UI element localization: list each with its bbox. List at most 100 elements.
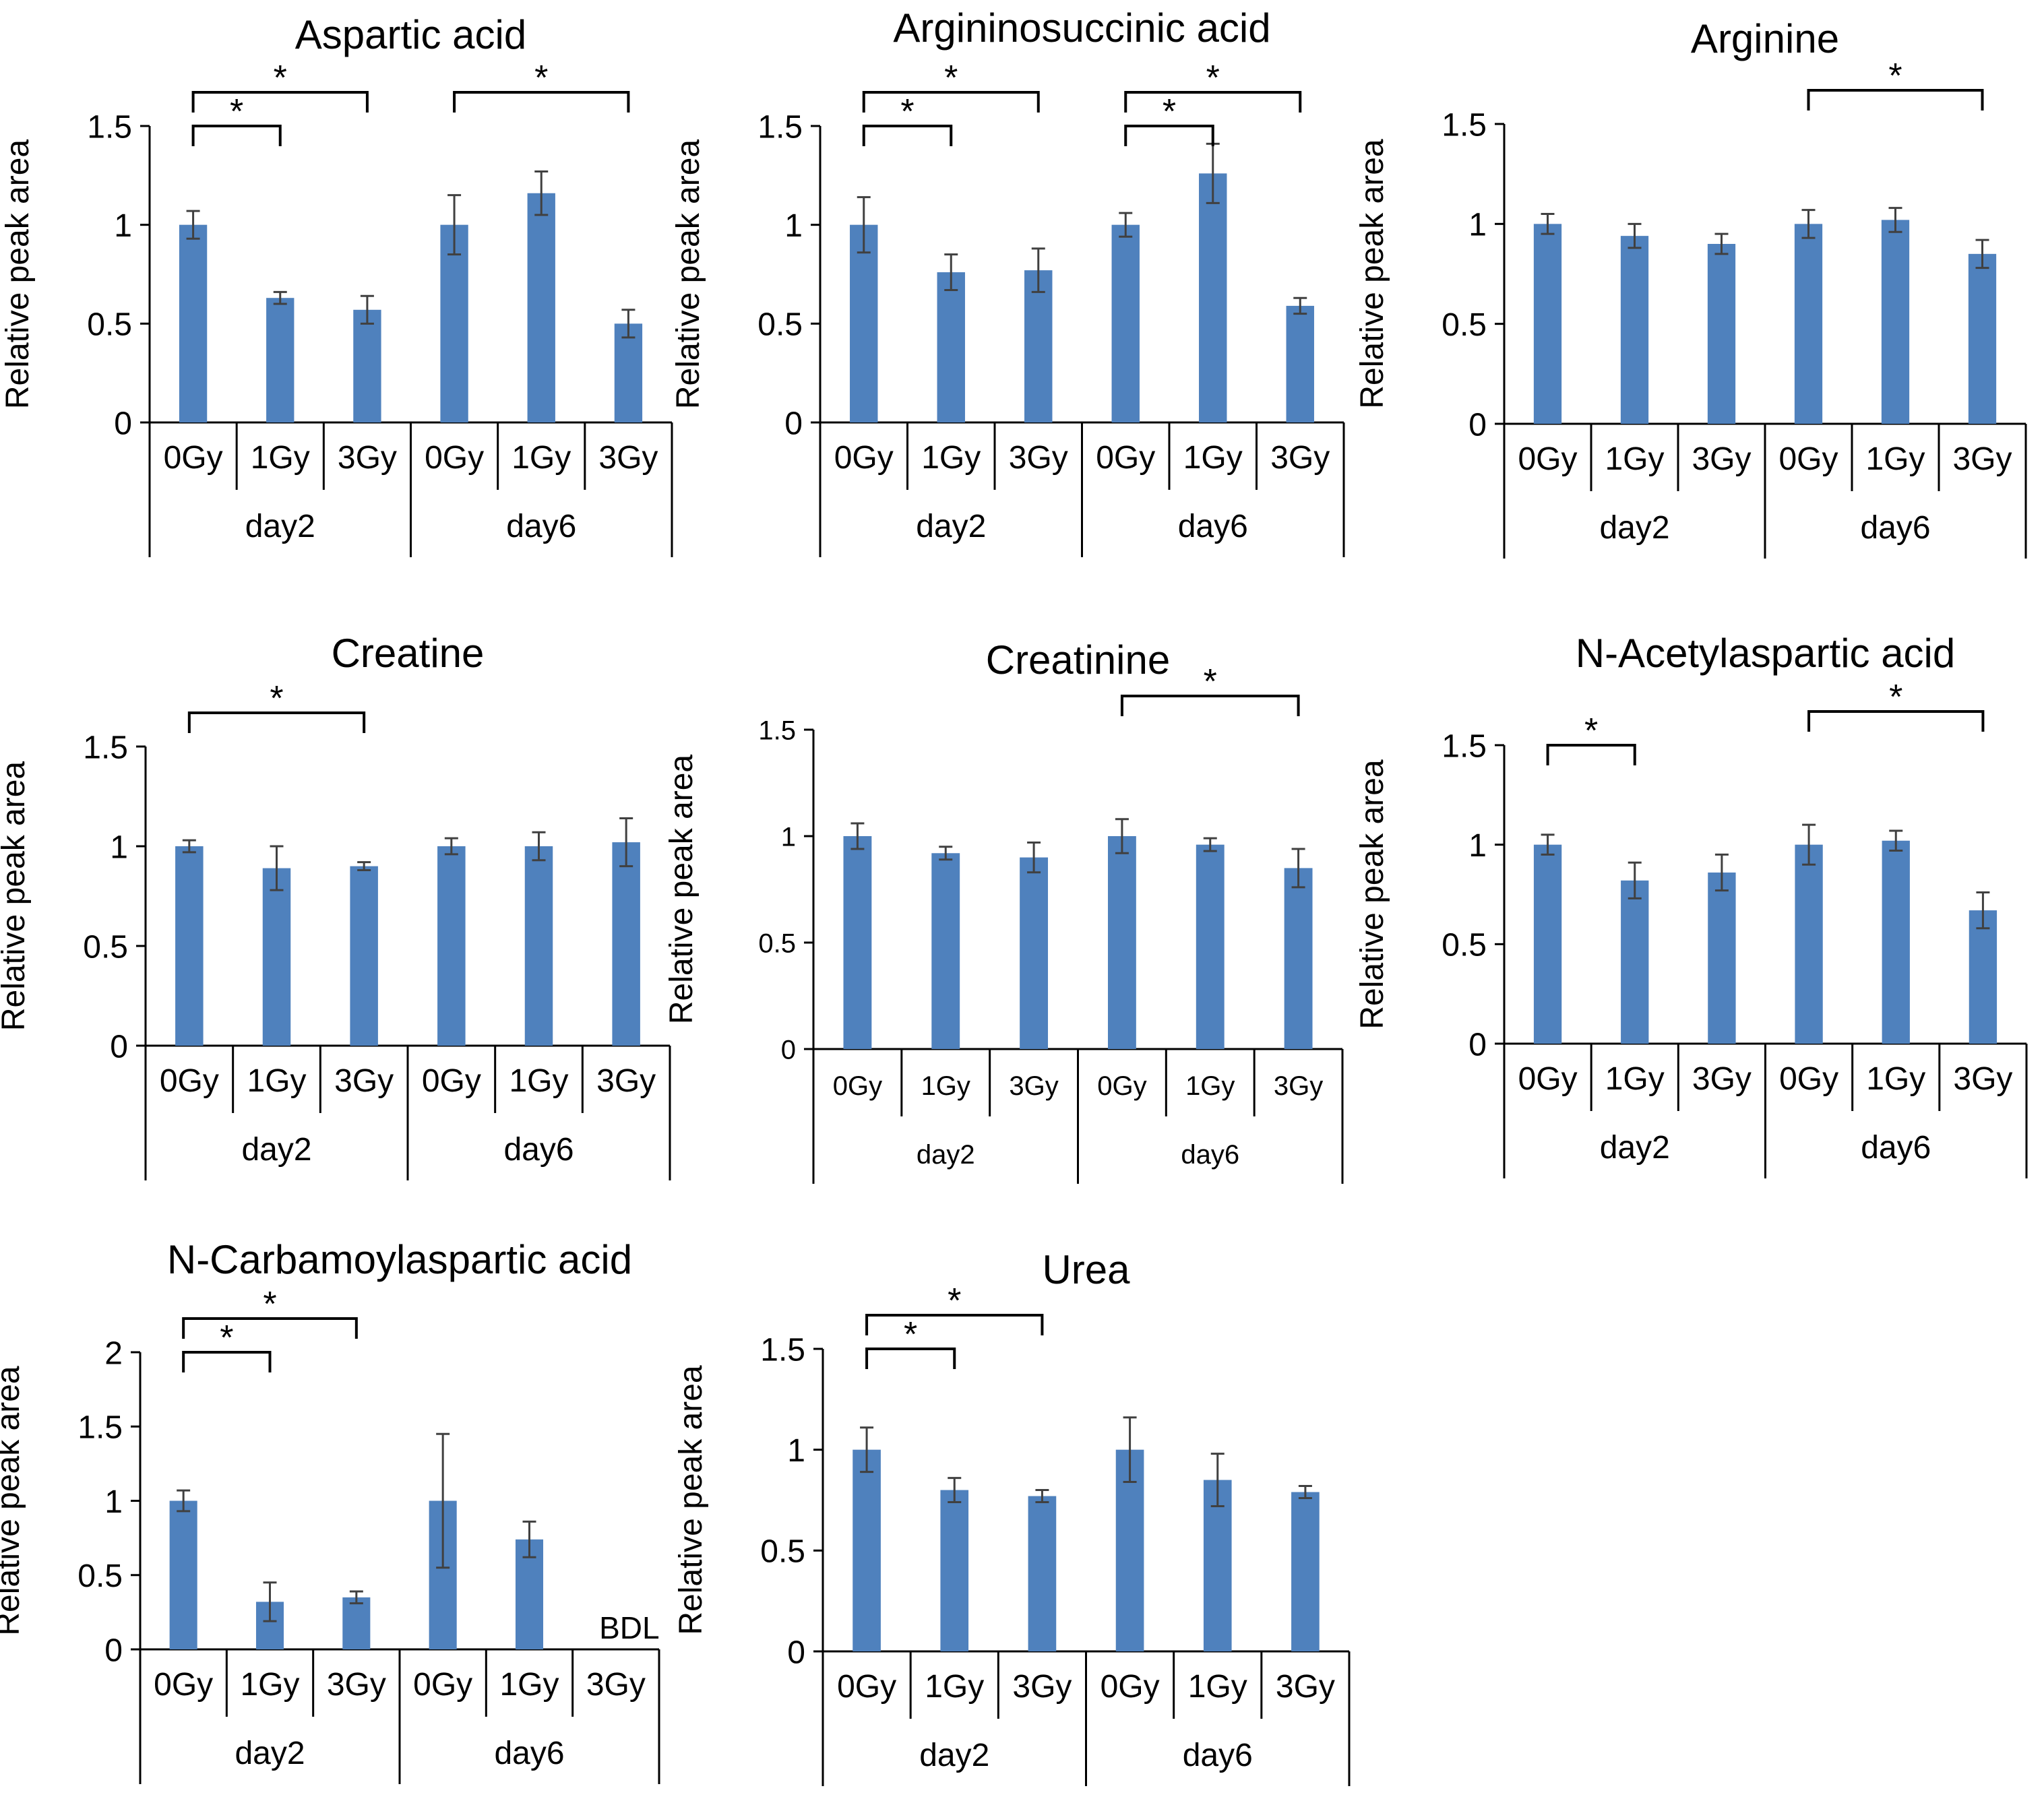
chart-panel-2: Argininosuccinic acid Relative peak area 0… xyxy=(671,5,1345,557)
significance-bracket xyxy=(862,125,953,146)
y-tick-label: 1 xyxy=(1468,208,1487,243)
significance-bracket xyxy=(191,125,282,146)
bar xyxy=(850,224,878,422)
significance-label: * xyxy=(1163,92,1176,131)
x-tick-label: 1Gy xyxy=(1185,1071,1235,1101)
significance-bracket xyxy=(862,91,1040,113)
x-tick-label: 0Gy xyxy=(837,1669,896,1705)
x-tick-label: 0Gy xyxy=(425,440,484,476)
group-label: day2 xyxy=(241,1132,311,1168)
annotation-label: BDL xyxy=(599,1610,659,1645)
y-tick-label: 1 xyxy=(787,1433,805,1469)
significance-bracket xyxy=(182,1317,358,1339)
group-label: day6 xyxy=(1861,1130,1931,1166)
x-tick-label: 3Gy xyxy=(1274,1071,1323,1101)
bar xyxy=(853,1449,881,1651)
y-tick-label: 1 xyxy=(104,1484,123,1520)
bar xyxy=(937,272,965,422)
x-tick-label: 3Gy xyxy=(1009,1071,1058,1101)
significance-bracket xyxy=(1807,710,1985,732)
x-tick-label: 3Gy xyxy=(1012,1669,1072,1705)
x-tick-label: 1Gy xyxy=(1865,441,1925,477)
x-tick-label: 3Gy xyxy=(1009,440,1068,476)
significance-bracket xyxy=(865,1314,1044,1335)
group-label: day2 xyxy=(235,1736,305,1771)
y-axis-label: Relative peak area xyxy=(1355,139,1390,409)
bar xyxy=(262,868,291,1046)
y-axis-label: Relative peak area xyxy=(0,1366,26,1636)
x-tick-label: 1Gy xyxy=(512,440,571,476)
y-tick-label: 1 xyxy=(114,208,132,244)
significance-bracket xyxy=(865,1348,956,1369)
x-tick-label: 0Gy xyxy=(413,1667,472,1703)
significance-label: * xyxy=(230,92,243,131)
significance-bracket xyxy=(182,1351,272,1372)
x-tick-label: 0Gy xyxy=(834,440,894,476)
bar xyxy=(527,193,555,422)
y-tick-label: 0 xyxy=(787,1635,805,1670)
bar xyxy=(1199,173,1227,422)
x-tick-label: 0Gy xyxy=(160,1063,219,1099)
bar xyxy=(1794,224,1823,424)
chart-title: Creatinine xyxy=(986,637,1171,683)
x-tick-label: 0Gy xyxy=(154,1667,213,1703)
bar xyxy=(1969,910,1997,1044)
x-tick-label: 1Gy xyxy=(1605,441,1664,477)
bar xyxy=(1284,868,1313,1049)
bar xyxy=(1708,873,1736,1044)
x-tick-label: 1Gy xyxy=(1866,1061,1925,1097)
chart-panel-4: Creatine Relative peak area 0 0.5 1 1.5 0Gy 1Gy… xyxy=(0,631,671,1180)
y-tick-label: 1.5 xyxy=(1442,728,1487,764)
x-tick-label: 3Gy xyxy=(1953,1061,2012,1097)
bar xyxy=(175,846,204,1046)
y-axis-label: Relative peak area xyxy=(0,761,32,1032)
chart-title: Creatine xyxy=(332,631,485,676)
significance-label: * xyxy=(904,1315,917,1354)
x-tick-label: 3Gy xyxy=(1952,441,2012,477)
significance-label: * xyxy=(944,59,958,98)
significance-label: * xyxy=(274,59,287,98)
x-tick-label: 0Gy xyxy=(1778,441,1838,477)
x-tick-label: 3Gy xyxy=(338,440,397,476)
x-tick-label: 1Gy xyxy=(921,1071,970,1101)
bar xyxy=(353,309,381,422)
x-tick-label: 0Gy xyxy=(422,1063,481,1099)
x-tick-label: 1Gy xyxy=(240,1667,299,1703)
y-tick-label: 0.5 xyxy=(78,1558,123,1594)
y-tick-label: 2 xyxy=(104,1335,123,1371)
significance-label: * xyxy=(1584,711,1598,751)
significance-bracket xyxy=(1546,744,1636,765)
y-tick-label: 1 xyxy=(1468,828,1487,864)
y-tick-label: 0.5 xyxy=(1442,928,1487,963)
chart-title: N-Carbamoylaspartic acid xyxy=(167,1237,632,1282)
bar xyxy=(940,1490,969,1651)
y-tick-label: 1.5 xyxy=(83,730,128,765)
chart-panel-6: N-Acetylaspartic acid Relative peak area 0… xyxy=(1355,631,2028,1178)
y-tick-label: 0 xyxy=(110,1029,128,1065)
significance-label: * xyxy=(948,1281,961,1321)
bar xyxy=(1620,236,1649,424)
bar xyxy=(1286,305,1314,422)
chart-panel-3: Arginine Relative peak area 0 0.5 1 1.5 0Gy 1Gy… xyxy=(1355,16,2027,559)
significance-bracket xyxy=(191,91,369,113)
bar xyxy=(1107,836,1136,1049)
bar xyxy=(179,224,208,422)
y-axis-label: Relative peak area xyxy=(0,139,36,410)
group-label: day6 xyxy=(1178,509,1248,544)
group-label: day2 xyxy=(919,1738,989,1773)
group-label: day6 xyxy=(503,1132,574,1168)
x-tick-label: 0Gy xyxy=(1097,1071,1146,1101)
x-tick-label: 3Gy xyxy=(1270,440,1330,476)
x-tick-label: 3Gy xyxy=(1276,1669,1335,1705)
significance-label: * xyxy=(1206,59,1220,98)
x-tick-label: 3Gy xyxy=(586,1667,646,1703)
significance-bracket xyxy=(187,711,366,733)
x-tick-label: 3Gy xyxy=(598,440,658,476)
y-axis-label: Relative peak area xyxy=(671,139,706,410)
group-label: day2 xyxy=(916,509,986,544)
bar xyxy=(1882,840,1910,1044)
y-tick-label: 0.5 xyxy=(87,307,132,343)
group-label: day6 xyxy=(506,509,576,544)
bar xyxy=(524,846,553,1046)
